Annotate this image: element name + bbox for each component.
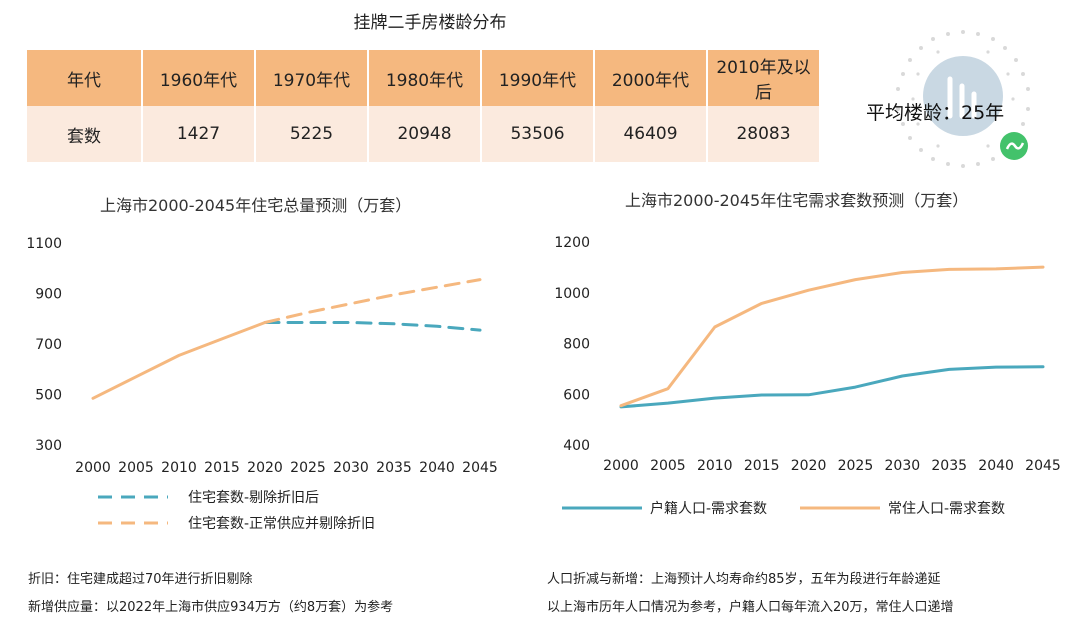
average-age-label: 平均楼龄：25年 [866, 102, 1005, 124]
decade-cell: 1990年代 [482, 50, 593, 106]
x-tick-label: 2040 [978, 458, 1014, 474]
x-tick-label: 2035 [376, 460, 412, 476]
x-tick-label: 2045 [462, 460, 498, 476]
decade-cell: 1960年代 [143, 50, 254, 106]
x-tick-label: 2010 [161, 460, 197, 476]
y-tick-label: 1200 [554, 235, 590, 251]
legend-label: 常住人口-需求套数 [888, 501, 1005, 517]
legend-label: 住宅套数-正常供应并剔除折旧 [188, 515, 375, 532]
x-tick-label: 2030 [333, 460, 369, 476]
qr-center-logo [947, 76, 977, 119]
x-tick-label: 2005 [650, 458, 686, 474]
x-tick-label: 2025 [290, 460, 326, 476]
x-tick-label: 2020 [791, 458, 827, 474]
y-tick-label: 400 [563, 438, 590, 454]
left-chart-title: 上海市2000-2045年住宅总量预测（万套） [100, 196, 412, 215]
legend-label: 户籍人口-需求套数 [650, 500, 767, 517]
decade-cell: 1970年代 [256, 50, 367, 106]
table-header-row: 年代 1960年代 1970年代 1980年代 1990年代 2000年代 20… [27, 50, 819, 106]
note-left-1: 折旧：住宅建成超过70年进行折旧剔除 [28, 572, 253, 587]
x-tick-label: 2040 [419, 460, 455, 476]
x-tick-label: 2020 [247, 460, 283, 476]
x-tick-label: 2015 [204, 460, 240, 476]
count-cell: 28083 [708, 106, 819, 162]
note-right-2: 以上海市历年人口情况为参考，户籍人口每年流入20万，常住人口递增 [547, 600, 954, 615]
legend-label: 住宅套数-剔除折旧后 [188, 490, 319, 506]
y-tick-label: 600 [563, 387, 590, 403]
series-line [619, 265, 1045, 408]
y-tick-label: 1000 [554, 286, 590, 302]
x-tick-label: 2045 [1025, 458, 1061, 474]
x-tick-label: 2030 [885, 458, 921, 474]
y-tick-label: 1100 [26, 236, 62, 252]
count-cell: 53506 [482, 106, 593, 162]
note-right-1: 人口折减与新增：上海预计人均寿命约85岁，五年为段进行年龄递延 [547, 572, 941, 587]
count-cell: 5225 [256, 106, 367, 162]
decade-cell: 2010年及以后 [708, 50, 819, 106]
y-tick-label: 700 [35, 337, 62, 353]
note-left-2: 新增供应量：以2022年上海市供应934万方（约8万套）为参考 [28, 600, 394, 615]
y-tick-label: 800 [563, 337, 590, 353]
series-line [91, 321, 267, 400]
row-label-cell: 套数 [27, 106, 141, 162]
table-title: 挂牌二手房楼龄分布 [353, 13, 507, 33]
y-tick-label: 300 [35, 438, 62, 454]
decade-cell: 2000年代 [595, 50, 706, 106]
count-cell: 20948 [369, 106, 480, 162]
y-tick-label: 500 [35, 388, 62, 404]
table-count-row: 套数 1427 5225 20948 53506 46409 28083 [27, 106, 819, 162]
series-line [263, 321, 482, 332]
series-line [619, 365, 1045, 409]
x-tick-label: 2000 [75, 460, 111, 476]
age-distribution-table: 年代 1960年代 1970年代 1980年代 1990年代 2000年代 20… [25, 50, 821, 162]
right-chart-title: 上海市2000-2045年住宅需求套数预测（万套） [625, 191, 969, 210]
x-tick-label: 2035 [931, 458, 967, 474]
series-line [263, 278, 482, 324]
x-tick-label: 2025 [838, 458, 874, 474]
x-tick-label: 2010 [697, 458, 733, 474]
y-tick-label: 900 [35, 287, 62, 303]
x-tick-label: 2015 [744, 458, 780, 474]
x-tick-label: 2005 [118, 460, 154, 476]
count-cell: 1427 [143, 106, 254, 162]
decade-cell: 1980年代 [369, 50, 480, 106]
count-cell: 46409 [595, 106, 706, 162]
x-tick-label: 2000 [603, 458, 639, 474]
header-label-cell: 年代 [27, 50, 141, 106]
mini-program-code-icon[interactable] [888, 24, 1038, 174]
qr-badge-glyph [1005, 142, 1025, 150]
